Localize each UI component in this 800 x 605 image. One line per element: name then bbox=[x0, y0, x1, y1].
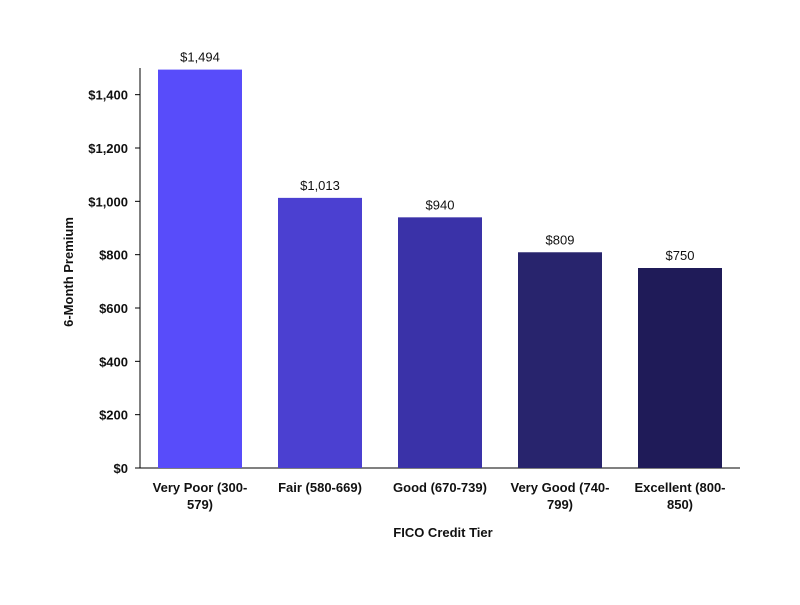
data-label: $809 bbox=[546, 232, 575, 247]
category-label-line: Fair (580-669) bbox=[278, 480, 362, 495]
category-label-line: 850) bbox=[667, 497, 693, 512]
category-label: Excellent (800- 850) bbox=[634, 480, 725, 512]
category-label: Very Good (740- 799) bbox=[511, 480, 610, 512]
category-label-line: 579) bbox=[187, 497, 213, 512]
y-tick-label: $600 bbox=[99, 301, 128, 316]
x-axis-title: FICO Credit Tier bbox=[393, 525, 492, 540]
bar bbox=[398, 217, 482, 468]
bars bbox=[158, 69, 722, 468]
y-axis: $0 $200 $400 $600 $800 $1,000 $1,200 $1,400 bbox=[88, 68, 141, 476]
y-tick-label: $400 bbox=[99, 354, 128, 369]
data-label: $750 bbox=[666, 248, 695, 263]
y-tick-label: $200 bbox=[99, 408, 128, 423]
y-tick-label: $0 bbox=[114, 461, 128, 476]
y-axis-title: 6-Month Premium bbox=[61, 217, 76, 327]
bar bbox=[158, 69, 242, 468]
data-label: $940 bbox=[426, 197, 455, 212]
bar bbox=[638, 268, 722, 468]
y-tick-label: $800 bbox=[99, 248, 128, 263]
y-tick-label: $1,400 bbox=[88, 88, 128, 103]
data-label: $1,013 bbox=[300, 178, 340, 193]
category-label: Very Poor (300- 579) bbox=[153, 480, 248, 512]
category-label: Fair (580-669) bbox=[278, 480, 362, 495]
category-label: Good (670-739) bbox=[393, 480, 487, 495]
y-tick-label: $1,200 bbox=[88, 141, 128, 156]
data-label: $1,494 bbox=[180, 50, 220, 65]
category-label-line: Good (670-739) bbox=[393, 480, 487, 495]
bar bbox=[518, 252, 602, 468]
bar bbox=[278, 197, 362, 468]
category-label-line: Excellent (800- bbox=[634, 480, 725, 495]
category-label-line: Very Poor (300- bbox=[153, 480, 248, 495]
y-tick-label: $1,000 bbox=[88, 194, 128, 209]
data-labels: $1,494 $1,013 $940 $809 $750 bbox=[180, 50, 694, 263]
category-labels: Very Poor (300- 579) Fair (580-669) Good (6… bbox=[153, 480, 726, 512]
category-label-line: Very Good (740- bbox=[511, 480, 610, 495]
category-label-line: 799) bbox=[547, 497, 573, 512]
